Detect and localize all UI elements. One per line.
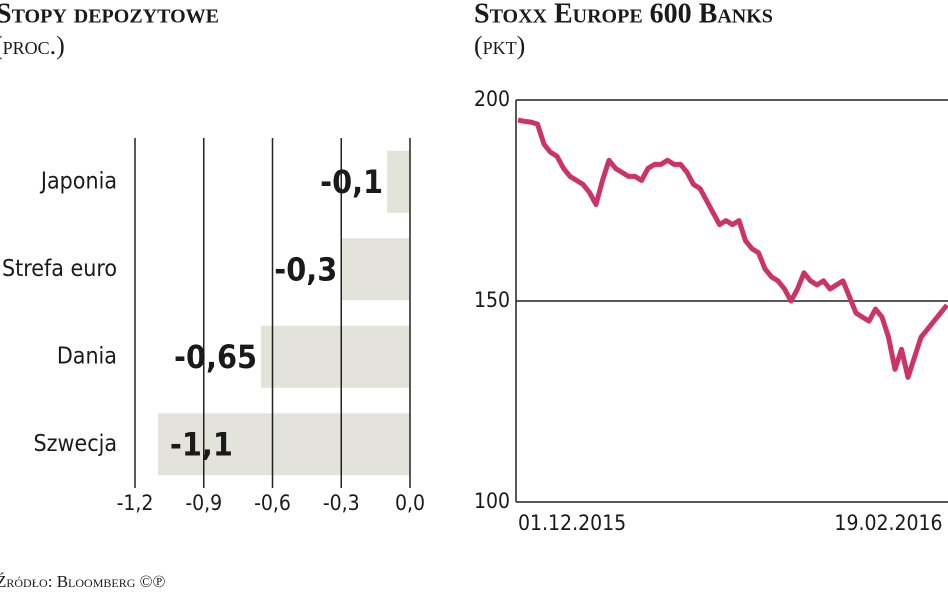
category-label: Strefa euro xyxy=(2,256,117,282)
chart-title: Stoxx Europe 600 Banks xyxy=(474,0,773,29)
x-tick-label: -0,3 xyxy=(323,491,360,515)
category-label: Szwecja xyxy=(34,431,117,457)
bar xyxy=(157,413,410,476)
value-label: -0,1 xyxy=(320,163,383,201)
y-tick-label: 200 xyxy=(474,87,510,111)
chart-subtitle: (pkt) xyxy=(474,31,525,60)
bar xyxy=(387,150,410,213)
chart-subtitle: (proc.) xyxy=(0,31,65,60)
source-note: Źródło: Bloomberg ©℗ xyxy=(0,572,166,591)
category-label: Japonia xyxy=(39,168,117,194)
x-tick-label: -0,9 xyxy=(185,491,222,515)
value-label: -0,3 xyxy=(274,250,337,288)
y-tick-label: 100 xyxy=(474,489,510,513)
value-label: -0,65 xyxy=(174,338,257,376)
x-tick-label: 01.12.2015 xyxy=(518,511,626,535)
x-tick-label: 19.02.2016 xyxy=(834,511,942,535)
value-label: -1,1 xyxy=(170,425,233,463)
chart-title: Stopy depozytowe xyxy=(0,0,219,29)
x-tick-label: 0,0 xyxy=(395,491,425,515)
x-tick-label: -0,6 xyxy=(254,491,291,515)
data-line xyxy=(517,117,948,380)
bar xyxy=(341,238,410,301)
bar xyxy=(261,325,410,388)
category-label: Dania xyxy=(57,343,117,369)
y-tick-label: 150 xyxy=(474,288,510,312)
x-tick-label: -1,2 xyxy=(117,491,154,515)
